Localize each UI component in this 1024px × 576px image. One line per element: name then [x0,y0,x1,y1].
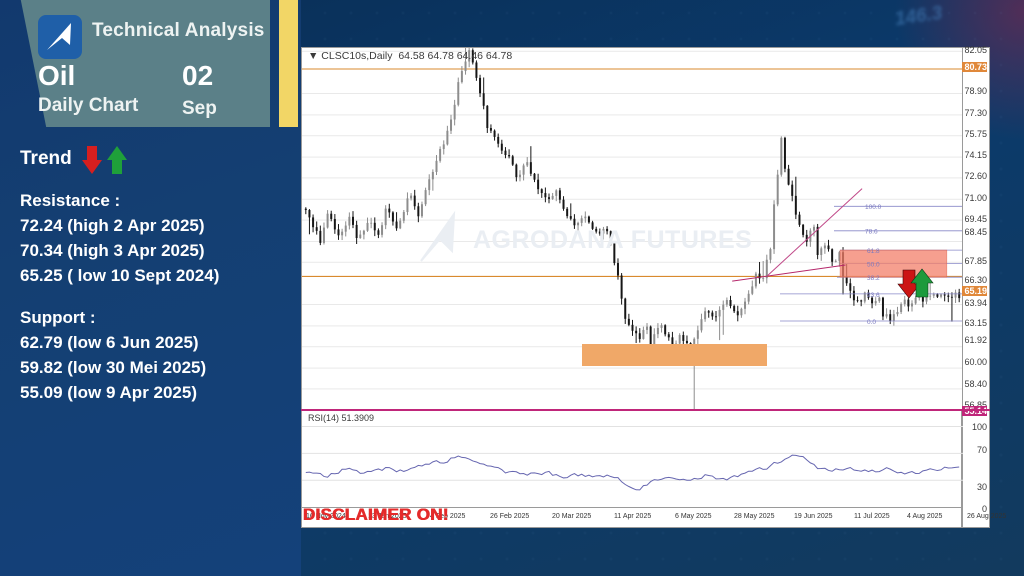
svg-text:0.0: 0.0 [867,319,876,326]
svg-text:AGRODANA FUTURES: AGRODANA FUTURES [473,226,752,254]
svg-text:100.0: 100.0 [865,204,882,211]
svg-text:61.8: 61.8 [867,248,880,255]
svg-text:38.2: 38.2 [867,275,880,282]
svg-text:23.6: 23.6 [867,292,880,299]
svg-text:78.6: 78.6 [865,229,878,236]
svg-text:50.0: 50.0 [867,262,880,269]
